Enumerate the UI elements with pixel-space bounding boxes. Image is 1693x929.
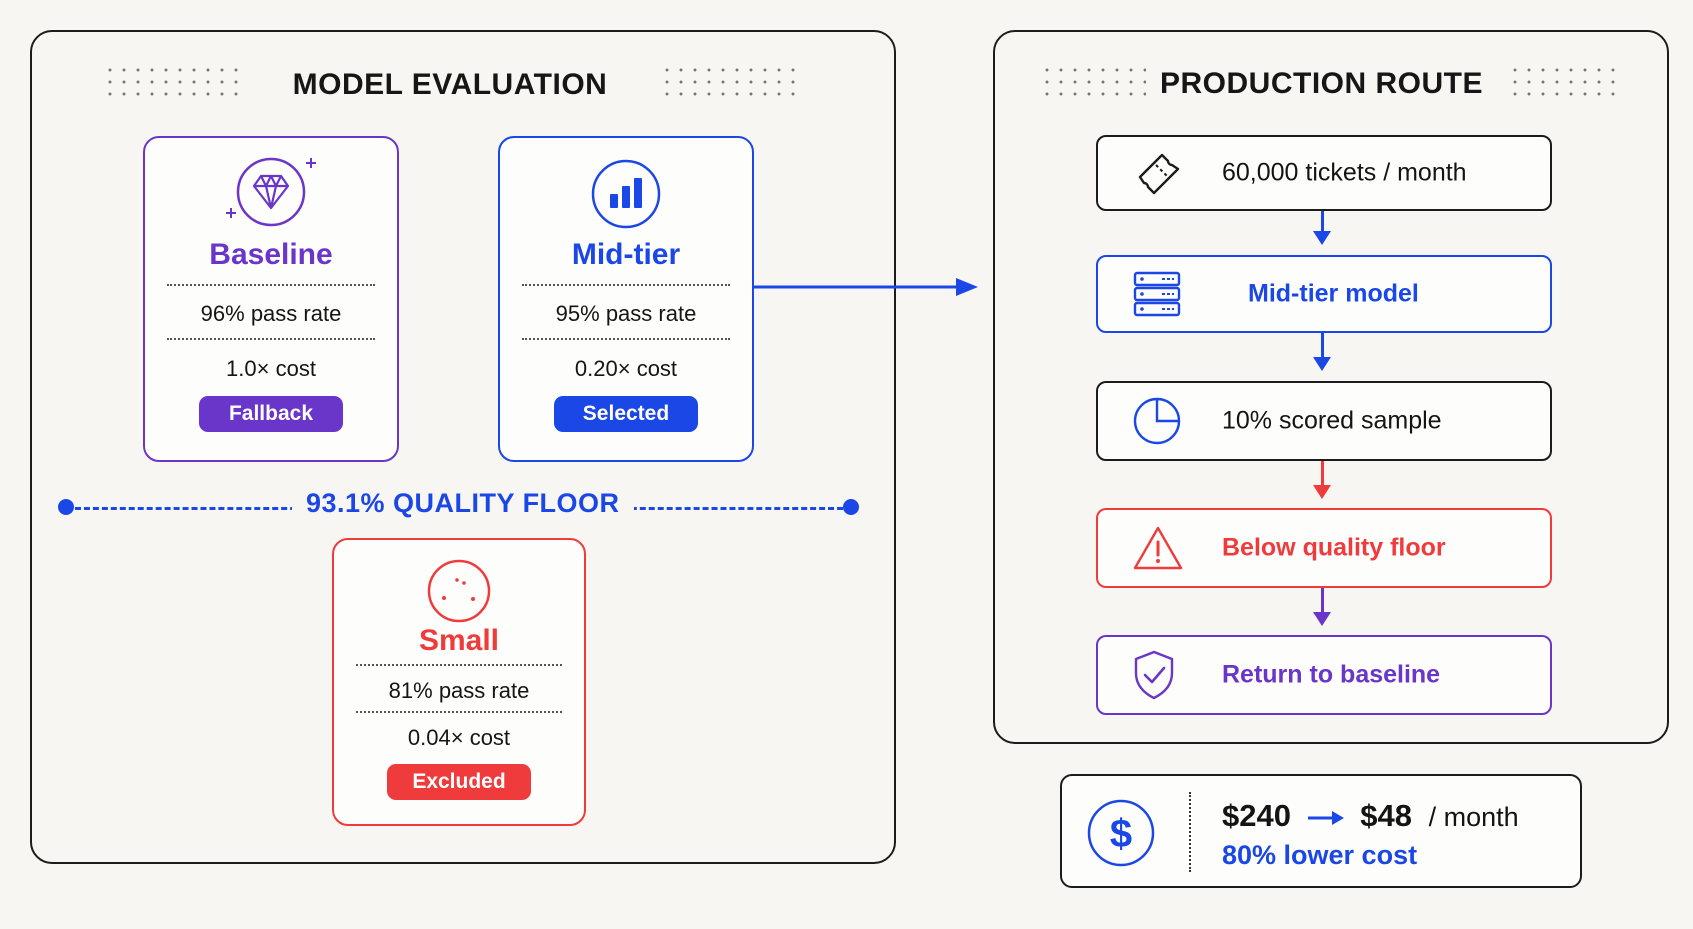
route-step-below-floor: Below quality floor — [1096, 508, 1552, 588]
cost-before: $240 — [1222, 798, 1291, 833]
ticket-icon — [1138, 153, 1180, 195]
divider — [356, 711, 562, 713]
shield-check-icon — [1134, 650, 1174, 700]
divider — [167, 338, 375, 340]
route-step-return-baseline: Return to baseline — [1096, 635, 1552, 715]
warning-icon — [1133, 526, 1183, 570]
decorative-dots — [1040, 64, 1146, 100]
status-badge-selected[interactable]: Selected — [554, 396, 698, 432]
quality-floor-endpoint — [843, 499, 859, 515]
status-badge-excluded[interactable]: Excluded — [387, 764, 531, 800]
decorative-dots — [103, 64, 243, 100]
pass-rate: 81% pass rate — [388, 678, 530, 703]
route-step-scored-sample: 10% scored sample — [1096, 381, 1552, 461]
cost-after: $48 — [1360, 798, 1412, 833]
divider — [522, 284, 730, 286]
cost-multiplier: 1.0× cost — [226, 356, 316, 381]
savings-percent: 80% lower cost — [1222, 840, 1418, 870]
cost-multiplier: 0.20× cost — [574, 356, 678, 381]
status-badge-fallback[interactable]: Fallback — [199, 396, 343, 432]
arrow-right-icon — [1307, 810, 1344, 825]
divider — [1189, 792, 1191, 872]
cost-period: / month — [1428, 802, 1519, 832]
model-card-baseline[interactable]: Baseline 96% pass rate 1.0× cost Fallbac… — [143, 136, 399, 462]
divider — [356, 664, 562, 666]
pie-clock-icon — [1133, 397, 1181, 445]
diamond-icon — [226, 157, 316, 227]
savings-summary: $ $240 $48 / month 80% lower cost — [1060, 774, 1582, 888]
route-step-mid-tier-model: Mid-tier model — [1096, 255, 1552, 333]
divider — [167, 284, 375, 286]
model-name: Small — [418, 624, 500, 657]
model-name: Baseline — [209, 238, 333, 271]
quality-floor-label: 93.1% QUALITY FLOOR — [292, 488, 634, 519]
cost-change: $240 $48 / month — [1222, 798, 1519, 834]
decorative-dots — [1508, 64, 1624, 100]
model-name: Mid-tier — [571, 238, 681, 271]
decorative-dots — [660, 64, 800, 100]
server-icon — [1133, 271, 1181, 317]
pass-rate: 96% pass rate — [200, 301, 342, 326]
connector-arrow — [752, 278, 978, 296]
step-label: 60,000 tickets / month — [1222, 158, 1467, 187]
route-title: PRODUCTION ROUTE — [1160, 67, 1483, 100]
bar-chart-icon — [591, 159, 661, 229]
step-label: Return to baseline — [1222, 660, 1441, 689]
divider — [522, 338, 730, 340]
model-card-small[interactable]: Small 81% pass rate 0.04× cost Excluded — [332, 538, 586, 826]
quality-floor-endpoint — [58, 499, 74, 515]
model-card-mid-tier[interactable]: Mid-tier 95% pass rate 0.20× cost Select… — [498, 136, 754, 462]
route-step-tickets: 60,000 tickets / month — [1096, 135, 1552, 211]
pass-rate: 95% pass rate — [555, 301, 697, 326]
cost-multiplier: 0.04× cost — [407, 725, 511, 750]
dollar-icon: $ — [1087, 799, 1155, 867]
step-label: 10% scored sample — [1222, 406, 1442, 435]
step-label: Mid-tier model — [1248, 279, 1419, 308]
svg-text:$: $ — [1110, 812, 1132, 856]
dotted-circle-icon — [427, 559, 491, 623]
evaluation-title: MODEL EVALUATION — [292, 68, 608, 101]
step-label: Below quality floor — [1222, 533, 1446, 562]
